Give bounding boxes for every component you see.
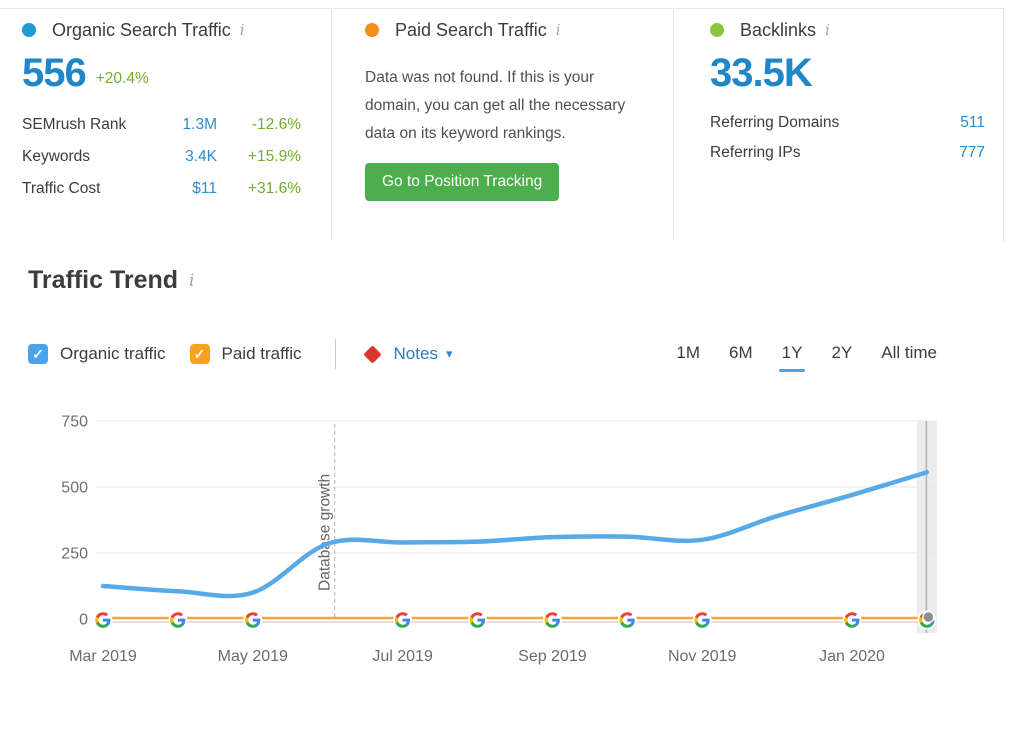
page-title: Traffic Trend xyxy=(28,266,179,294)
backlinks-metrics: Referring Domains 511 Referring IPs 777 xyxy=(710,108,985,168)
backlinks-card: Backlinks i 33.5K Referring Domains 511 … xyxy=(710,18,985,168)
backlinks-value[interactable]: 33.5K xyxy=(710,51,813,95)
card-divider xyxy=(331,10,332,240)
metric-value[interactable]: 1.3M xyxy=(182,116,217,133)
x-tick-label: Jan 2020 xyxy=(819,648,885,665)
range-tab-2y[interactable]: 2Y xyxy=(831,343,853,362)
card-title: Backlinks xyxy=(740,19,817,40)
metric-value[interactable]: 511 xyxy=(960,114,985,131)
traffic-trend-title-row: Traffic Trend i xyxy=(28,266,194,295)
metric-value[interactable]: 3.4K xyxy=(185,148,217,165)
go-to-position-tracking-button[interactable]: Go to Position Tracking xyxy=(365,163,560,201)
card-header: Organic Search Traffic i xyxy=(22,18,318,42)
x-tick-label: Sep 2019 xyxy=(518,648,587,665)
backlinks-dot-icon xyxy=(710,23,724,37)
x-tick-label: May 2019 xyxy=(218,648,288,665)
info-icon[interactable]: i xyxy=(555,21,561,39)
chart-controls: ✓ Organic traffic ✓ Paid traffic Notes ▾ xyxy=(28,339,453,369)
y-tick-label: 0 xyxy=(79,612,88,629)
metric-change: +31.6% xyxy=(247,180,301,197)
legend-label-paid[interactable]: Paid traffic xyxy=(221,344,302,363)
controls-divider xyxy=(334,339,336,369)
organic-search-traffic-card: Organic Search Traffic i 556 +20.4% SEMr… xyxy=(22,18,318,205)
organic-trend-line xyxy=(100,469,930,599)
metric-row: Keywords 3.4K +15.9% xyxy=(22,141,318,173)
info-icon[interactable]: i xyxy=(825,21,830,39)
info-icon[interactable]: i xyxy=(239,21,245,39)
y-tick-label: 750 xyxy=(61,414,88,431)
paid-current-marker xyxy=(922,610,935,624)
chevron-down-icon: ▾ xyxy=(445,346,453,361)
x-tick-label: Jul 2019 xyxy=(372,648,433,665)
organic-metrics: SEMrush Rank 1.3M -12.6% Keywords 3.4K +… xyxy=(22,109,318,205)
legend-label-organic[interactable]: Organic traffic xyxy=(60,344,166,363)
note-diamond-icon xyxy=(362,344,382,364)
range-tab-1y[interactable]: 1Y xyxy=(778,343,806,372)
metric-label: SEMrush Rank xyxy=(22,116,127,133)
metric-change: -12.6% xyxy=(251,116,301,133)
metric-label: Keywords xyxy=(22,148,91,165)
checkbox-checked-organic[interactable]: ✓ xyxy=(28,344,48,364)
paid-search-traffic-card: Paid Search Traffic i Data was not found… xyxy=(365,18,650,201)
range-tab-all-time[interactable]: All time xyxy=(881,343,937,362)
organic-traffic-toggle[interactable]: ✓ Organic traffic xyxy=(28,344,166,364)
paid-no-data-message: Data was not found. If this is your doma… xyxy=(365,69,626,142)
card-header: Backlinks i xyxy=(710,18,985,42)
card-title: Organic Search Traffic xyxy=(52,19,231,40)
card-header: Paid Search Traffic i xyxy=(365,18,650,42)
metric-row: Referring Domains 511 xyxy=(710,108,985,138)
metric-label: Referring IPs xyxy=(710,144,801,161)
metric-label: Referring Domains xyxy=(710,114,840,131)
card-border-top xyxy=(0,8,1004,9)
x-tick-label: Mar 2019 xyxy=(69,648,137,665)
organic-traffic-change: +20.4% xyxy=(95,70,149,87)
card-title: Paid Search Traffic xyxy=(395,19,547,40)
metric-row: Referring IPs 777 xyxy=(710,138,985,168)
check-icon: ✓ xyxy=(193,345,206,362)
metric-row: SEMrush Rank 1.3M -12.6% xyxy=(22,109,318,141)
annotation-label: Database growth xyxy=(317,474,334,591)
backlinks-value-row: 33.5K xyxy=(710,52,985,94)
card-divider xyxy=(673,10,674,240)
card-border-right xyxy=(1003,8,1004,242)
range-tab-1m[interactable]: 1M xyxy=(676,343,701,362)
info-icon[interactable]: i xyxy=(189,270,195,291)
range-tab-6m[interactable]: 6M xyxy=(729,343,753,362)
paid-dot-icon xyxy=(365,23,379,37)
organic-dot-icon xyxy=(22,23,36,37)
check-icon: ✓ xyxy=(32,345,44,362)
x-tick-label: Nov 2019 xyxy=(668,648,737,665)
metric-value[interactable]: $11 xyxy=(192,180,217,197)
notes-label[interactable]: Notes xyxy=(393,344,438,363)
notes-dropdown[interactable]: Notes ▾ xyxy=(362,344,453,364)
metric-label: Traffic Cost xyxy=(22,180,101,197)
organic-traffic-value[interactable]: 556 xyxy=(22,51,87,95)
traffic-trend-chart: 0 250 500 750 Database growth Mar 2019 May 201… xyxy=(61,414,937,665)
organic-value-row: 556 +20.4% xyxy=(22,52,318,94)
y-tick-label: 500 xyxy=(61,480,88,497)
y-tick-label: 250 xyxy=(61,546,88,563)
metric-row: Traffic Cost $11 +31.6% xyxy=(22,173,318,205)
date-range-tabs: 1M 6M 1Y 2Y All time xyxy=(676,343,937,372)
metric-change: +15.9% xyxy=(247,148,301,165)
metric-value[interactable]: 777 xyxy=(959,144,985,161)
paid-traffic-toggle[interactable]: ✓ Paid traffic xyxy=(189,344,302,364)
checkbox-checked-paid[interactable]: ✓ xyxy=(189,344,210,364)
